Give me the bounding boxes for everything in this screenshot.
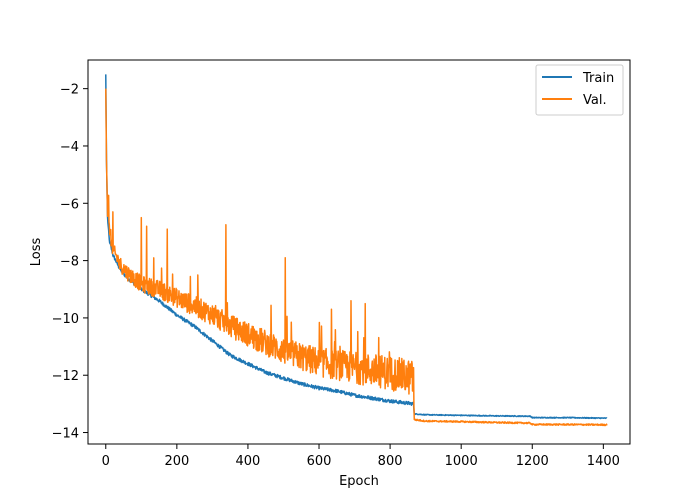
series-line-val — [105, 88, 608, 427]
plot-frame — [87, 59, 631, 445]
series-line-train — [105, 74, 608, 420]
y-tick-label: −14 — [52, 427, 79, 442]
y-tick-label: −12 — [52, 369, 79, 384]
y-tick-label: −2 — [60, 83, 79, 98]
legend-label-val: Val. — [583, 93, 607, 108]
x-axis-label: Epoch — [339, 474, 379, 489]
y-tick-label: −6 — [60, 197, 79, 212]
x-tick-label: 0 — [102, 454, 110, 469]
x-tick-label: 1000 — [445, 454, 478, 469]
x-tick-label: 1200 — [516, 454, 549, 469]
legend: Train Val. — [535, 64, 624, 116]
x-axis-ticks: 0 200 400 600 800 1000 1200 1400 — [102, 444, 620, 469]
x-tick-label: 1400 — [587, 454, 620, 469]
x-tick-label: 600 — [307, 454, 332, 469]
y-tick-label: −4 — [60, 140, 79, 155]
x-tick-label: 200 — [164, 454, 189, 469]
y-axis-label: Loss — [29, 238, 44, 267]
x-tick-label: 400 — [236, 454, 261, 469]
y-axis-ticks: −2 −4 −6 −8 −10 −12 −14 — [52, 83, 88, 442]
series-layer — [105, 74, 608, 427]
x-tick-label: 800 — [378, 454, 403, 469]
y-tick-label: −8 — [60, 255, 79, 270]
legend-label-train: Train — [582, 71, 614, 86]
y-tick-label: −10 — [52, 312, 79, 327]
